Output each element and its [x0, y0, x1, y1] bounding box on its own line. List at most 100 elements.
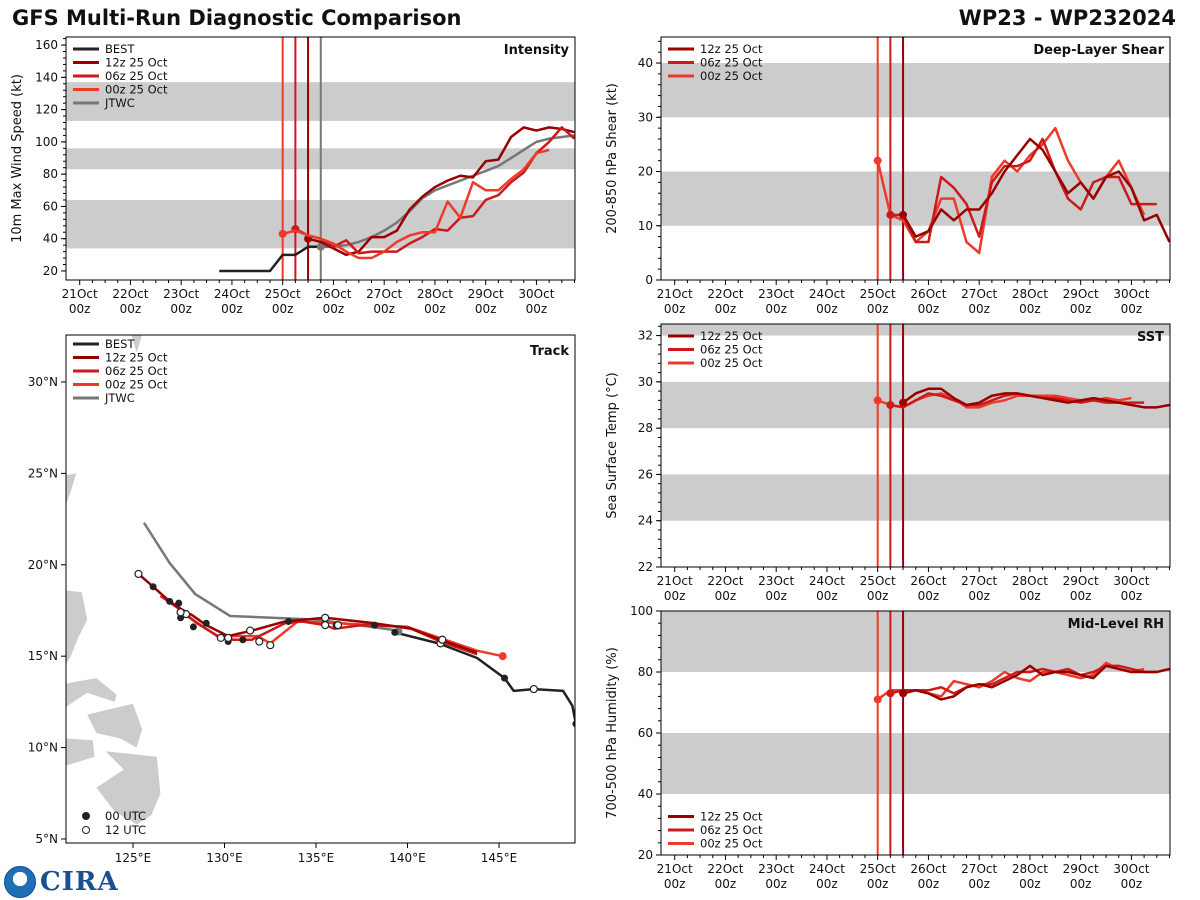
marker-legend-00utc: [82, 812, 90, 820]
x-tick-sublabel: 00z: [664, 589, 686, 603]
panel-title: Intensity: [504, 43, 570, 58]
marker-00utc: [202, 619, 210, 627]
x-tick-label: 29Oct: [1063, 862, 1099, 876]
x-tick-label: 21Oct: [62, 287, 98, 301]
marker-12utc: [529, 684, 538, 694]
plot-frame: [65, 334, 576, 844]
x-tick-label: 22Oct: [112, 287, 148, 301]
marker-00utc: [501, 674, 509, 682]
panel-title: Mid-Level RH: [1068, 617, 1164, 632]
x-tick-sublabel: 00z: [373, 302, 395, 316]
y-tick-label: 40: [43, 232, 58, 246]
x-tick-sublabel: 00z: [170, 302, 192, 316]
legend-label: 06z 25 Oct: [700, 56, 763, 70]
series-start-point: [316, 242, 325, 251]
marker-12utc: [438, 635, 447, 644]
x-tick-sublabel: 00z: [867, 302, 889, 316]
series-line-r00: [282, 148, 550, 260]
x-tick-label: 130°E: [206, 851, 243, 865]
x-tick-label: 22Oct: [707, 287, 743, 301]
x-tick-label: 28Oct: [1012, 287, 1048, 301]
y-axis-label: 200-850 hPa Shear (kt): [605, 83, 620, 234]
y-axis-label: 10m Max Wind Speed (kt): [10, 74, 25, 243]
marker-12utc: [266, 641, 275, 650]
marker-12utc: [255, 637, 264, 646]
x-tick-sublabel: 00z: [272, 302, 294, 316]
y-tick-label: 32: [638, 329, 653, 343]
x-tick-sublabel: 00z: [1121, 877, 1143, 891]
series-start-point: [873, 156, 882, 165]
cira-logo: CIRA: [4, 866, 119, 898]
x-tick-sublabel: 00z: [765, 877, 787, 891]
x-tick-label: 28Oct: [1012, 574, 1048, 588]
y-tick-label: 80: [43, 167, 58, 181]
y-tick-label: 30°N: [28, 375, 58, 389]
x-tick-label: 29Oct: [468, 287, 504, 301]
track-panel: 125°E 130°E 135°E 140°E 145°E 5°N 10°N 15°N 20°N…: [28, 334, 576, 865]
y-tick-label: 60: [638, 726, 653, 740]
page-title: GFS Multi-Run Diagnostic Comparison: [12, 6, 462, 30]
series-start-point: [886, 689, 895, 698]
x-tick-label: 21Oct: [657, 287, 693, 301]
y-tick-label: 30: [638, 375, 653, 389]
legend-label: 12z 25 Oct: [105, 56, 168, 70]
x-tick-label: 24Oct: [809, 574, 845, 588]
y-axis-label: 700-500 hPa Humidity (%): [605, 647, 620, 819]
x-tick-sublabel: 00z: [765, 589, 787, 603]
storm-id-title: WP23 - WP232024: [958, 6, 1176, 30]
x-tick-sublabel: 00z: [475, 302, 497, 316]
legend-label: 06z 25 Oct: [700, 823, 763, 837]
marker-00utc: [149, 583, 157, 591]
x-tick-label: 145°E: [481, 851, 518, 865]
x-tick-label: 26Oct: [315, 287, 351, 301]
y-tick-label: 20: [43, 264, 58, 278]
x-tick-sublabel: 00z: [1019, 589, 1041, 603]
x-tick-label: 25Oct: [860, 287, 896, 301]
x-tick-label: 135°E: [298, 851, 335, 865]
x-tick-sublabel: 00z: [526, 302, 548, 316]
x-tick-label: 30Oct: [518, 287, 554, 301]
marker-00utc: [239, 636, 247, 644]
x-tick-label: 28Oct: [1012, 862, 1048, 876]
series-start-point: [886, 401, 895, 409]
series-line-best: [219, 245, 321, 273]
x-tick-sublabel: 00z: [715, 302, 737, 316]
x-tick-label: 23Oct: [758, 574, 794, 588]
noaa-logo-icon: [4, 866, 36, 898]
y-axis-label: Sea Surface Temp (°C): [605, 372, 620, 519]
x-tick-label: 26Oct: [910, 862, 946, 876]
marker-00utc: [391, 628, 399, 636]
x-tick-label: 23Oct: [758, 862, 794, 876]
x-tick-label: 26Oct: [910, 574, 946, 588]
x-tick-label: 21Oct: [657, 862, 693, 876]
x-tick-sublabel: 00z: [1019, 302, 1041, 316]
y-tick-label: 80: [638, 665, 653, 679]
x-tick-sublabel: 00z: [120, 302, 142, 316]
x-tick-label: 23Oct: [758, 287, 794, 301]
x-tick-sublabel: 00z: [1121, 589, 1143, 603]
panel-title: SST: [1137, 330, 1164, 345]
x-tick-label: 21Oct: [657, 574, 693, 588]
marker-12utc: [134, 569, 143, 579]
marker-00utc: [177, 614, 185, 622]
x-tick-sublabel: 00z: [968, 589, 990, 603]
series-start-point: [873, 396, 882, 405]
rh-panel: 2040608010021Oct00z22Oct00z23Oct00z24Oct…: [605, 604, 1171, 891]
legend-label: 00z 25 Oct: [700, 356, 763, 370]
legend-label: 00z 25 Oct: [105, 83, 168, 97]
y-tick-label: 10: [638, 219, 653, 233]
x-tick-label: 27Oct: [961, 574, 997, 588]
x-tick-label: 29Oct: [1063, 287, 1099, 301]
shaded-band: [661, 381, 1170, 429]
sst-panel: 22242628303221Oct00z22Oct00z23Oct00z24Oc…: [605, 323, 1171, 603]
x-tick-sublabel: 00z: [664, 302, 686, 316]
shaded-band: [661, 63, 1170, 118]
land-polygon: [66, 590, 88, 665]
y-tick-label: 10°N: [28, 741, 58, 755]
y-tick-label: 40: [638, 787, 653, 801]
x-tick-label: 29Oct: [1063, 574, 1099, 588]
land-polygon: [87, 703, 143, 748]
marker-00utc: [175, 599, 183, 607]
y-tick-label: 140: [35, 70, 58, 84]
